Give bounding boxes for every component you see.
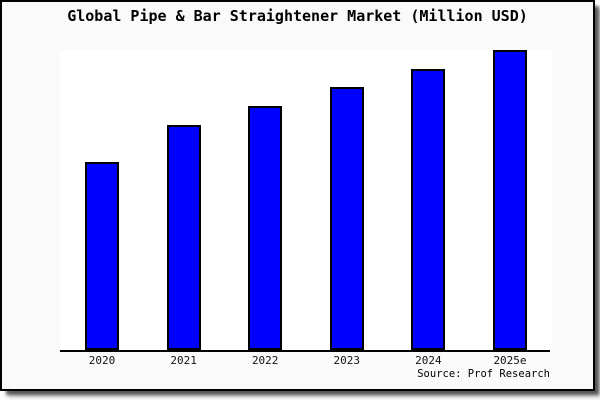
x-tick-label-2023: 2023 — [333, 354, 361, 367]
x-tick-label-2024: 2024 — [415, 354, 442, 367]
x-tick-label-2025e: 2025e — [493, 354, 527, 367]
x-tick-label-2022: 2022 — [251, 354, 279, 367]
chart-frame: Global Pipe & Bar Straightener Market (M… — [0, 0, 595, 391]
bar-2020 — [85, 162, 119, 350]
chart-title: Global Pipe & Bar Straightener Market (M… — [67, 7, 528, 25]
plot-area — [60, 50, 552, 350]
source-label: Source: Prof Research — [417, 368, 550, 380]
x-tick-label-2020: 2020 — [88, 354, 116, 367]
x-axis-line — [60, 350, 550, 352]
bar-2024 — [411, 69, 446, 350]
bar-2022 — [248, 106, 283, 350]
bar-2025e — [493, 50, 527, 350]
bar-2021 — [166, 125, 201, 350]
x-tick-label-2021: 2021 — [170, 354, 197, 367]
bar-2023 — [329, 87, 364, 350]
